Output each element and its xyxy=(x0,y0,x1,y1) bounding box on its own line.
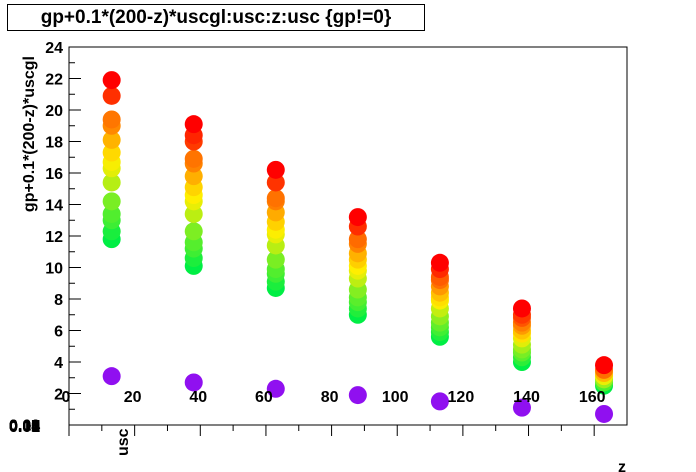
y-tick-label: 20 xyxy=(45,103,63,120)
z-tick-label: 0.04 xyxy=(9,418,40,435)
y-tick-label: 16 xyxy=(45,166,63,183)
chart-title: gp+0.1*(200-z)*uscgl:usc:z:usc {gp!=0} xyxy=(7,4,425,31)
y-tick-label: 14 xyxy=(45,198,63,215)
y-tick-label: 24 xyxy=(45,40,63,57)
data-point xyxy=(266,160,285,179)
z-tick-label: 0.01 xyxy=(9,419,40,436)
y-tick-label: 18 xyxy=(45,135,63,152)
x-tick-label: 100 xyxy=(382,389,409,406)
data-point xyxy=(430,253,449,272)
x-tick-label: 140 xyxy=(513,389,540,406)
labels: 246810121416182022240.000.010.020.030.04… xyxy=(9,40,626,472)
z-tick-label: 0.03 xyxy=(9,419,40,436)
baseline-point xyxy=(266,379,285,398)
y-axis-label: gp+0.1*(200-z)*uscgl xyxy=(21,56,38,212)
baseline-point xyxy=(595,404,614,423)
data-point xyxy=(348,230,367,249)
data-point xyxy=(184,167,203,186)
z-tick-label: 0.07 xyxy=(9,418,40,435)
y-tick-label: 4 xyxy=(54,355,63,372)
z-tick-label: 0.05 xyxy=(9,418,40,435)
data-point xyxy=(184,204,203,223)
x-tick-label: 120 xyxy=(448,389,475,406)
data-point xyxy=(102,71,121,90)
data-point xyxy=(348,208,367,227)
z-tick-label: 0.00 xyxy=(9,419,40,436)
data-point xyxy=(595,356,614,375)
z-tick-label: 0.09 xyxy=(9,418,40,435)
z-tick-label: 0.02 xyxy=(9,419,40,436)
data-point xyxy=(184,149,203,168)
data-point xyxy=(102,110,121,129)
y-tick-label: 12 xyxy=(45,229,63,246)
data-point xyxy=(266,250,285,269)
x-tick-label: 160 xyxy=(579,389,606,406)
y-tick-label: 8 xyxy=(54,292,63,309)
baseline-point xyxy=(430,392,449,411)
data-point xyxy=(102,86,121,105)
data-point xyxy=(102,192,121,211)
plot-frame xyxy=(68,46,628,426)
points xyxy=(102,71,614,423)
x-tick-label: 40 xyxy=(189,389,207,406)
x-tick-label: 60 xyxy=(255,389,273,406)
axes xyxy=(68,46,628,436)
y-tick-label: 22 xyxy=(45,72,63,89)
x-axis-label: z xyxy=(618,459,626,472)
data-point xyxy=(266,189,285,208)
z-tick-label: 0.06 xyxy=(9,418,40,435)
baseline-point xyxy=(184,373,203,392)
z-tick-label: 0.08 xyxy=(9,418,40,435)
data-point xyxy=(512,299,531,318)
data-point xyxy=(184,222,203,241)
y-tick-label: 6 xyxy=(54,324,63,341)
data-point xyxy=(184,115,203,134)
baseline-point xyxy=(512,398,531,417)
data-point xyxy=(102,130,121,149)
data-point xyxy=(102,143,121,162)
y-tick-label: 10 xyxy=(45,261,63,278)
data-point xyxy=(102,204,121,223)
z-tick-label: 0.10 xyxy=(9,418,40,435)
baseline-point xyxy=(102,367,121,386)
baseline-point xyxy=(348,386,367,405)
x-tick-label: 80 xyxy=(321,389,339,406)
y-tick-label: 2 xyxy=(54,387,63,404)
z-axis-label: usc xyxy=(115,428,132,456)
data-point xyxy=(266,173,285,192)
x-tick-label: 20 xyxy=(124,389,142,406)
data-point xyxy=(102,173,121,192)
x-tick-label: 0 xyxy=(62,389,71,406)
